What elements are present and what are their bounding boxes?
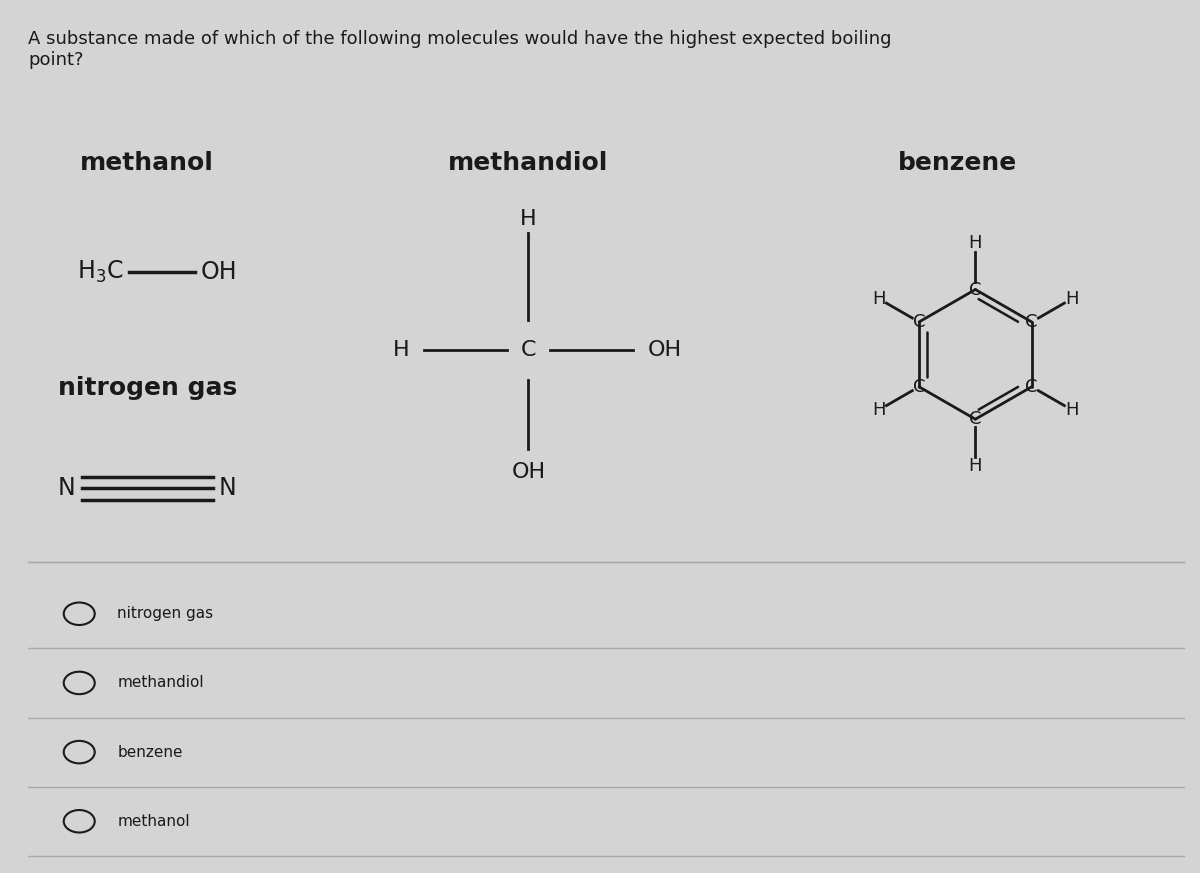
Text: methandiol: methandiol <box>449 151 608 175</box>
Text: H: H <box>871 290 886 307</box>
Text: OH: OH <box>200 260 238 285</box>
Text: H: H <box>968 234 982 251</box>
Text: OH: OH <box>511 463 546 483</box>
Text: C: C <box>1026 313 1038 331</box>
Text: benzene: benzene <box>898 151 1018 175</box>
Text: H: H <box>1066 401 1079 419</box>
Text: H$_3$C: H$_3$C <box>77 259 124 285</box>
Text: A substance made of which of the following molecules would have the highest expe: A substance made of which of the followi… <box>28 30 892 69</box>
Text: H: H <box>1066 290 1079 307</box>
Text: C: C <box>970 280 982 299</box>
Text: N: N <box>218 477 236 500</box>
Text: C: C <box>970 410 982 429</box>
Text: H: H <box>392 340 409 360</box>
Text: C: C <box>1026 378 1038 395</box>
Text: methandiol: methandiol <box>118 676 204 691</box>
Text: C: C <box>521 340 536 360</box>
Text: methanol: methanol <box>118 814 190 828</box>
Text: C: C <box>913 313 925 331</box>
Text: nitrogen gas: nitrogen gas <box>58 376 236 400</box>
Text: H: H <box>968 457 982 475</box>
Text: H: H <box>871 401 886 419</box>
Text: methanol: methanol <box>80 151 214 175</box>
Text: H: H <box>520 209 536 229</box>
Text: nitrogen gas: nitrogen gas <box>118 606 214 622</box>
Text: benzene: benzene <box>118 745 182 760</box>
Text: C: C <box>913 378 925 395</box>
Text: OH: OH <box>648 340 682 360</box>
Text: N: N <box>58 477 76 500</box>
